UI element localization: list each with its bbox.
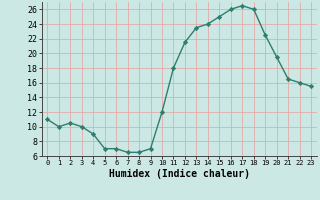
X-axis label: Humidex (Indice chaleur): Humidex (Indice chaleur) — [109, 169, 250, 179]
